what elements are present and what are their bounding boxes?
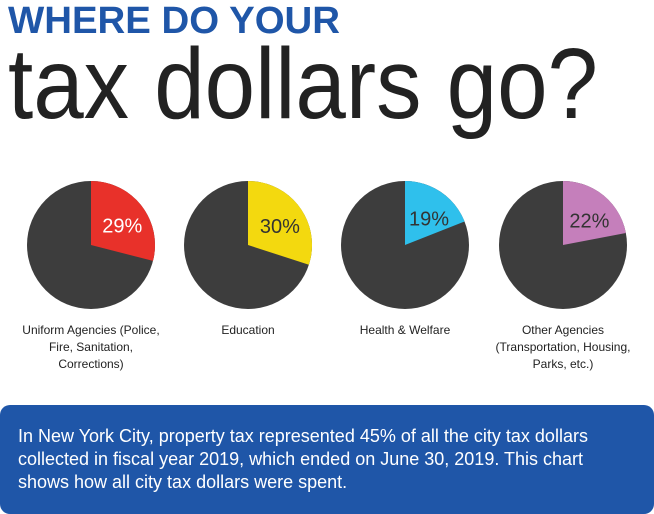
subtitle: tax dollars go?	[8, 28, 598, 140]
charts: WHERE DO YOUR tax dollars go? 29% 30% 19% 2…	[8, 0, 627, 309]
title: WHERE DO YOUR	[8, 0, 340, 42]
category-label: Other Agencies (Transportation, Housing,…	[495, 323, 631, 371]
category-label: Education	[221, 323, 275, 337]
note: In New York City, property tax represent…	[0, 405, 654, 514]
value-label: 22%	[569, 210, 609, 232]
category-label: Uniform Agencies (Police, Fire, Sanitati…	[22, 323, 160, 371]
category-label: Health & Welfare	[359, 323, 451, 337]
value-label: 19%	[409, 209, 449, 231]
pie-slice	[248, 181, 312, 265]
pie-slice	[91, 181, 155, 261]
pie-slice	[563, 181, 626, 245]
value-label: 29%	[102, 215, 142, 237]
value-label: 30%	[260, 216, 300, 238]
pie-slice	[405, 181, 465, 245]
